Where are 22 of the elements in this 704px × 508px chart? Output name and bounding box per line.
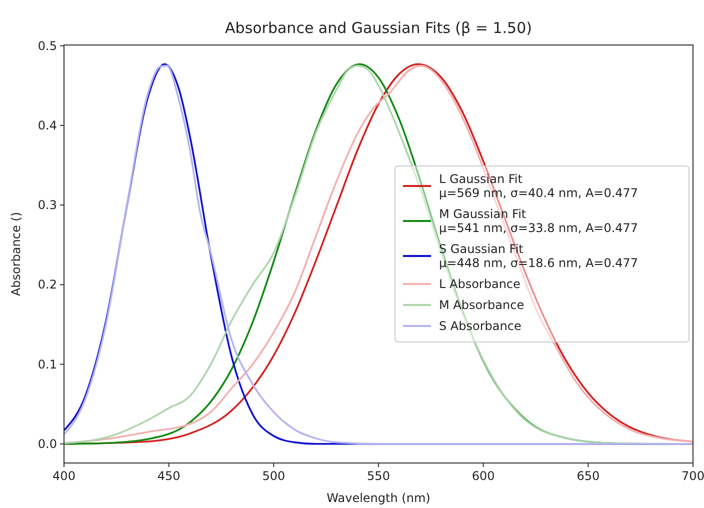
legend-label: L Gaussian Fit μ=569 nm, σ=40.4 nm, A=0.477 bbox=[439, 172, 638, 200]
x-axis-title: Wavelength (nm) bbox=[326, 491, 430, 505]
legend-label: M Gaussian Fit μ=541 nm, σ=33.8 nm, A=0.477 bbox=[439, 207, 638, 235]
legend-label: M Absorbance bbox=[439, 298, 524, 312]
y-tick-label: 0.2 bbox=[38, 278, 57, 292]
x-tick-label: 700 bbox=[682, 469, 704, 483]
y-axis-title: Absorbance () bbox=[9, 212, 23, 296]
x-tick-label: 550 bbox=[367, 469, 390, 483]
chart-title: Absorbance and Gaussian Fits (β = 1.50) bbox=[225, 19, 532, 37]
legend-label: S Absorbance bbox=[439, 319, 522, 333]
x-tick-label: 500 bbox=[262, 469, 286, 483]
legend-label: S Gaussian Fit μ=448 nm, σ=18.6 nm, A=0.477 bbox=[439, 242, 638, 270]
y-tick-label: 0.4 bbox=[38, 118, 57, 132]
y-tick-label: 0.3 bbox=[38, 198, 57, 212]
legend-label: L Absorbance bbox=[439, 277, 520, 291]
x-tick-label: 400 bbox=[52, 469, 76, 483]
y-tick-label: 0.0 bbox=[38, 436, 57, 451]
y-tick-label: 0.5 bbox=[38, 38, 57, 53]
y-tick-label: 0.1 bbox=[38, 357, 57, 372]
x-tick-label: 650 bbox=[576, 469, 600, 483]
x-tick-label: 600 bbox=[472, 469, 495, 483]
x-tick-label: 450 bbox=[157, 469, 180, 483]
